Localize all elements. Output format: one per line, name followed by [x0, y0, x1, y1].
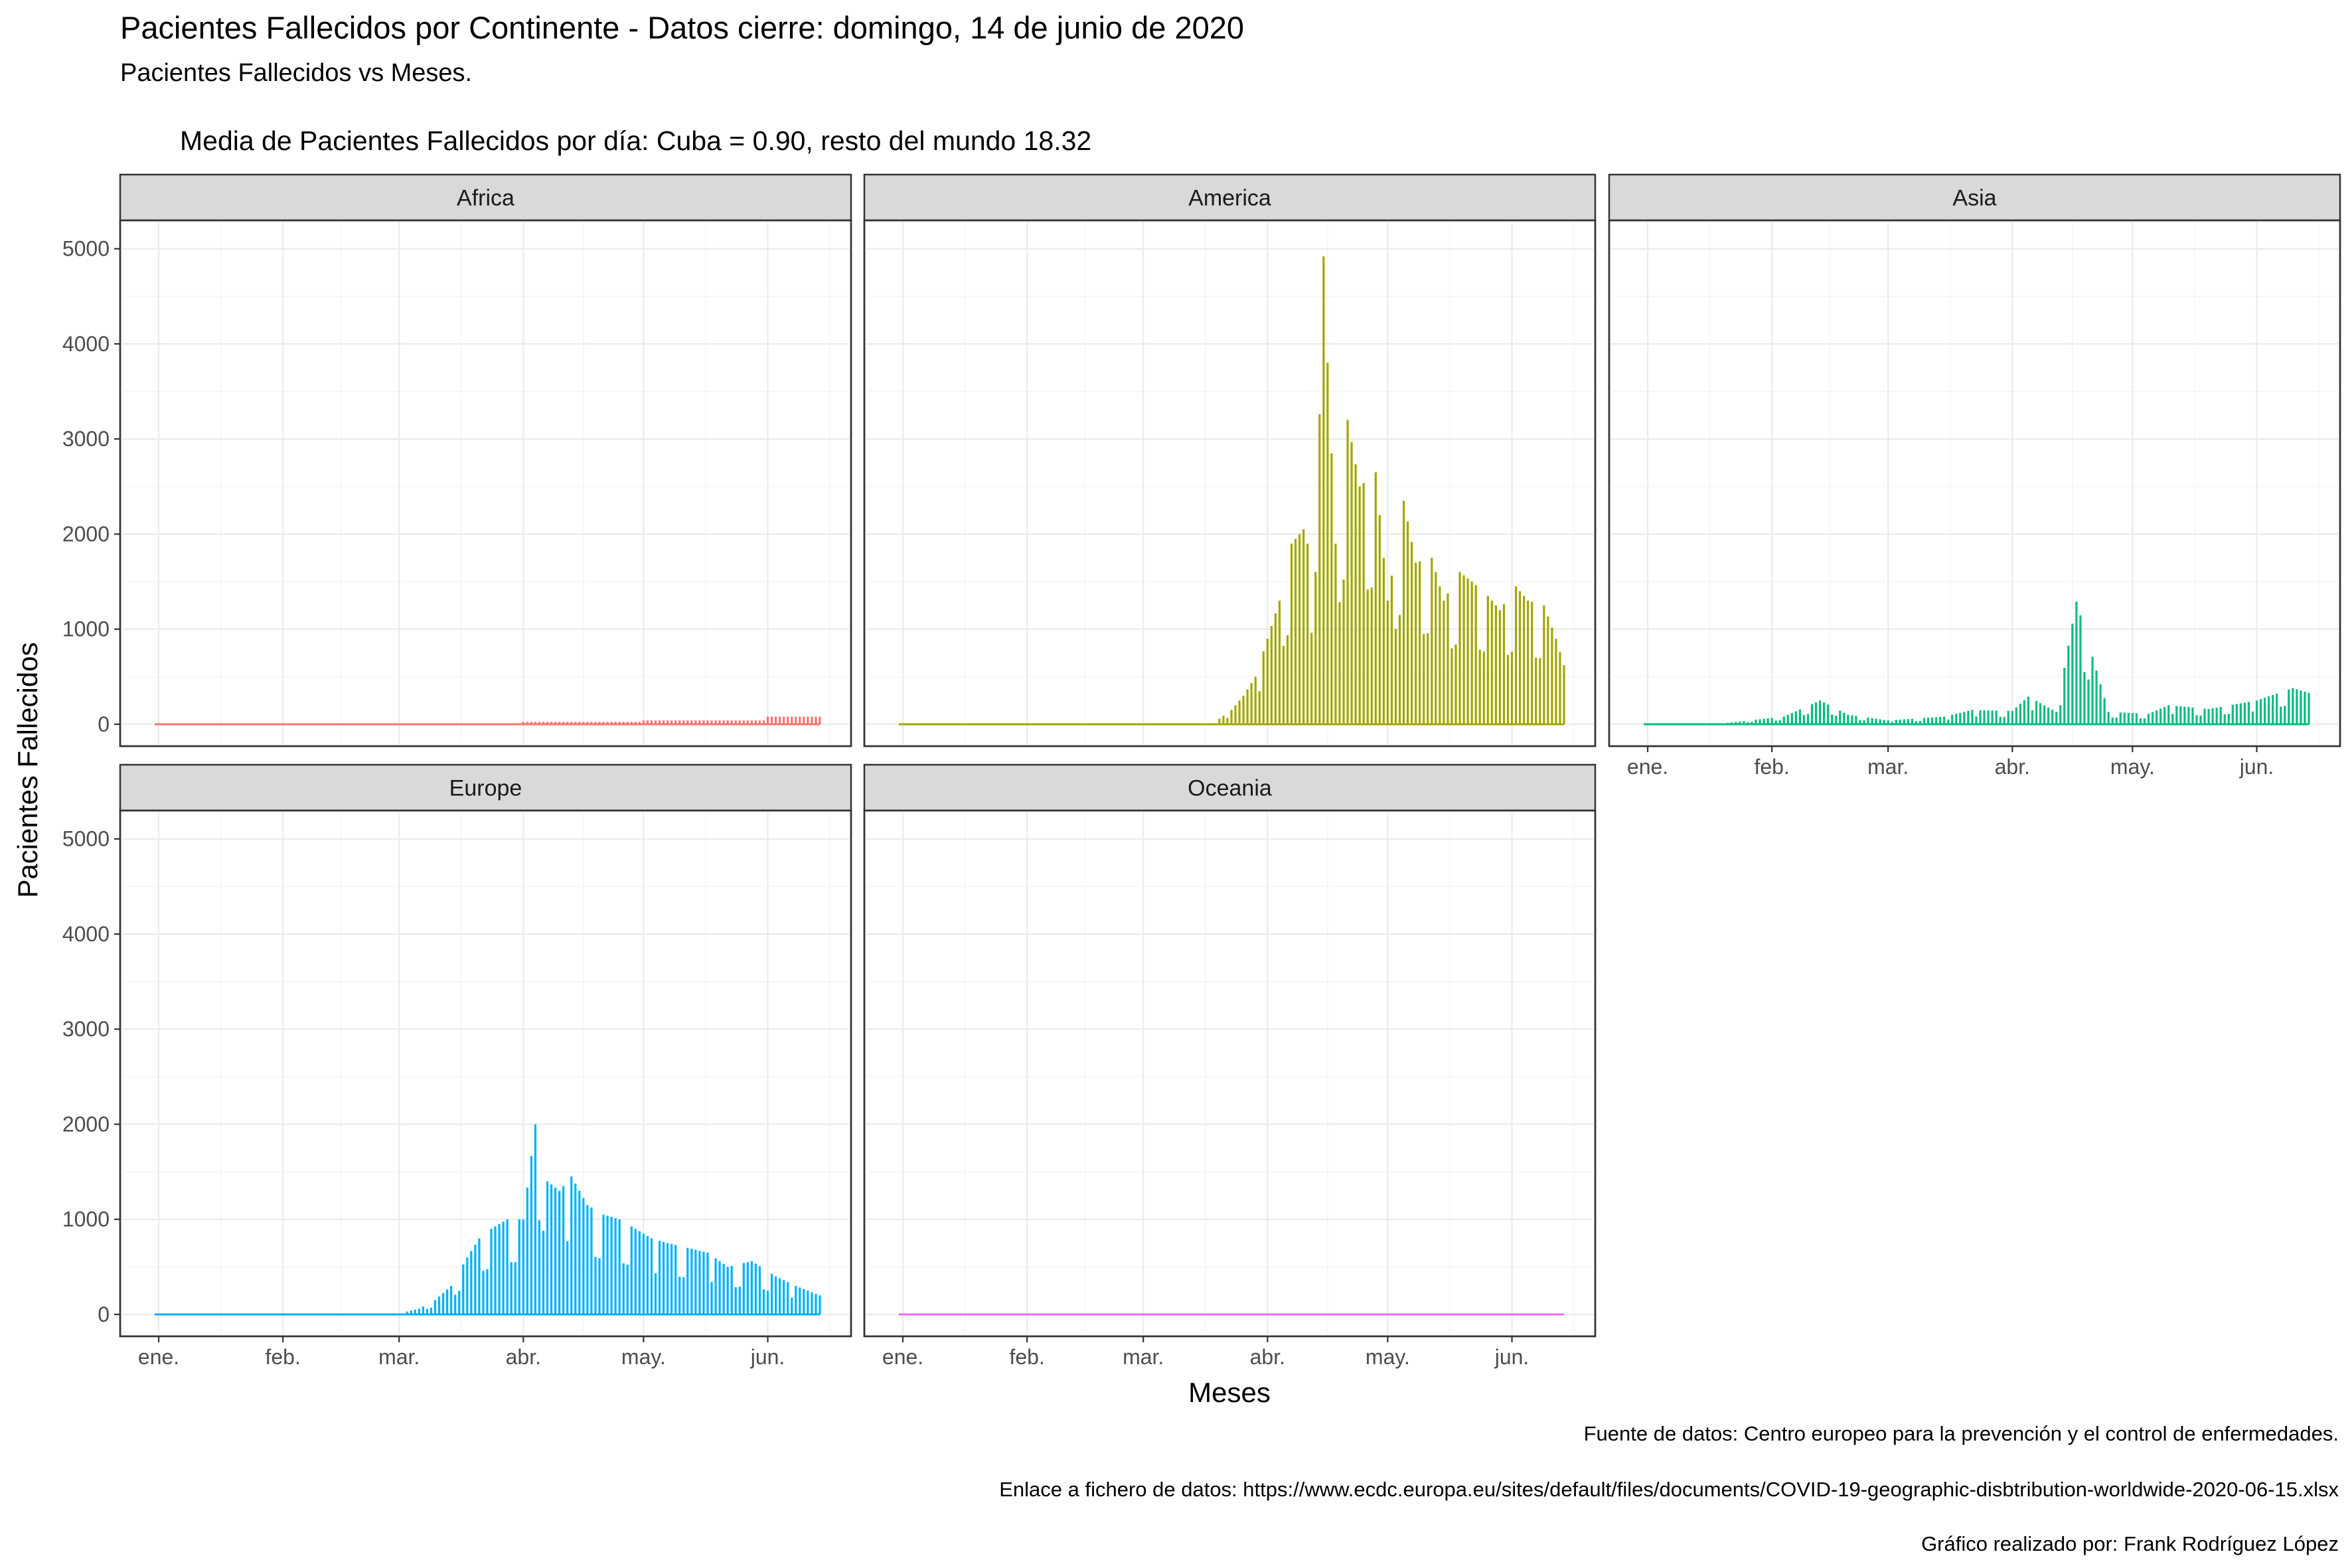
x-tick-label: ene. [882, 1345, 923, 1369]
x-tick-label: mar. [1867, 755, 1909, 779]
x-tick-label: may. [1366, 1345, 1410, 1369]
x-tick-label: mar. [1123, 1345, 1164, 1369]
y-tick-label: 1000 [62, 1208, 110, 1231]
y-tick-label: 4000 [62, 332, 110, 356]
caption-author: Gráfico realizado por: Frank Rodríguez L… [1921, 1532, 2339, 1555]
x-tick-label: jun. [1494, 1345, 1529, 1369]
chart-annotation: Media de Pacientes Fallecidos por día: C… [180, 125, 1092, 156]
x-tick-label: may. [621, 1345, 666, 1369]
facet-strip [119, 763, 852, 812]
y-tick-label: 4000 [62, 922, 110, 946]
facet-panel-border [1608, 219, 2341, 747]
facet-panel-border [863, 219, 1597, 747]
facet-america: America [863, 173, 1597, 747]
y-tick-label: 1000 [62, 617, 110, 641]
y-tick-label: 0 [98, 1302, 110, 1326]
facet-panel [119, 809, 852, 1338]
x-tick-label: abr. [1995, 755, 2030, 779]
y-tick-label: 3000 [62, 1017, 110, 1041]
y-tick-label: 5000 [62, 237, 110, 261]
facet-panel-border [863, 809, 1597, 1338]
facet-label: America [1188, 186, 1271, 211]
facet-panel [863, 219, 1597, 747]
facet-label: Africa [457, 186, 514, 211]
y-tick-label: 5000 [62, 827, 110, 851]
facet-strip [1608, 173, 2341, 222]
caption-link: Enlace a fichero de datos: https://www.e… [999, 1478, 2339, 1501]
y-tick-label: 0 [98, 712, 110, 736]
x-axis-title: Meses [1188, 1377, 1271, 1408]
x-tick-label: jun. [2239, 755, 2274, 779]
x-tick-label: jun. [750, 1345, 785, 1369]
facet-panel [863, 809, 1597, 1338]
chart-subtitle: Pacientes Fallecidos vs Meses. [120, 59, 473, 87]
x-tick-label: feb. [265, 1345, 300, 1369]
x-tick-label: feb. [1754, 755, 1789, 779]
x-tick-label: abr. [506, 1345, 541, 1369]
facet-panel-border [119, 809, 852, 1338]
facet-label: Oceania [1188, 776, 1272, 801]
chart-title: Pacientes Fallecidos por Continente - Da… [120, 10, 1245, 45]
facet-panel [1608, 219, 2341, 747]
y-tick-label: 2000 [62, 522, 110, 546]
facet-africa: Africa 0 1000 2000 3000 4000 5000 [62, 173, 852, 747]
x-tick-label: mar. [378, 1345, 420, 1369]
y-axis-title: Pacientes Fallecidos [12, 642, 43, 898]
caption-source: Fuente de datos: Centro europeo para la … [1583, 1422, 2339, 1445]
facet-label: Europe [449, 776, 522, 801]
x-tick-label: ene. [138, 1345, 179, 1369]
x-tick-label: may. [2110, 755, 2155, 779]
y-tick-label: 3000 [62, 427, 110, 451]
facet-oceania: Oceania ene. feb. mar. abr. may. jun. [863, 763, 1597, 1369]
facet-label: Asia [1952, 186, 1996, 211]
facet-asia: Asia ene. feb. mar. abr. may. jun. [1608, 173, 2341, 779]
facet-strip [119, 173, 852, 222]
y-tick-label: 2000 [62, 1112, 110, 1136]
facet-panel-border [119, 219, 852, 747]
facet-panel [119, 219, 852, 747]
facet-europe: Europe 0 1000 2000 3000 4000 5000 ene. feb. mar. a… [62, 763, 852, 1369]
x-tick-label: feb. [1009, 1345, 1044, 1369]
x-tick-label: ene. [1627, 755, 1668, 779]
x-tick-label: abr. [1250, 1345, 1285, 1369]
